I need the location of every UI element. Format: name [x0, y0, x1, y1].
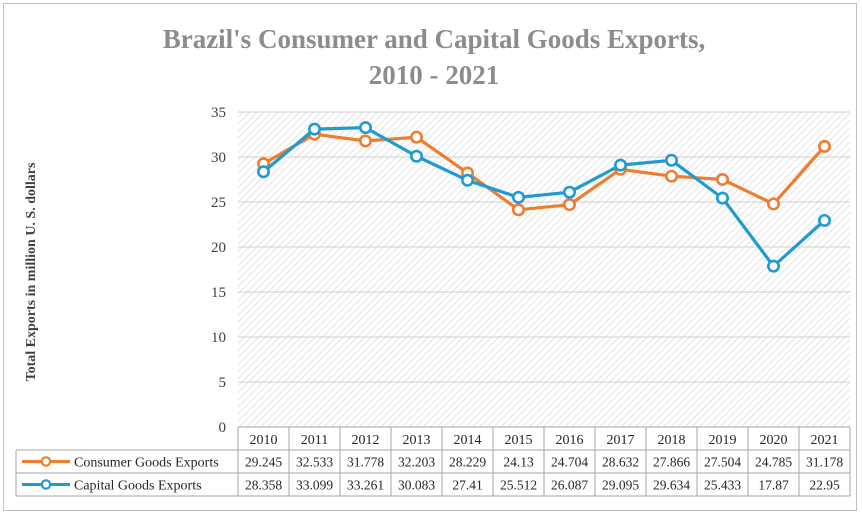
point-capital-goods-exports-2017	[613, 158, 627, 172]
data-cell-capital-goods-exports-2018: 29.634	[653, 478, 690, 493]
data-cell-consumer-goods-exports-2014: 28.229	[449, 455, 486, 470]
data-cell-capital-goods-exports-2019: 25.433	[704, 478, 741, 493]
gridlines	[238, 111, 850, 383]
point-capital-goods-exports-2011	[307, 122, 321, 136]
plot-area	[238, 112, 850, 427]
point-consumer-goods-exports-2015	[511, 203, 525, 217]
point-capital-goods-exports-2012	[358, 121, 372, 135]
data-cell-capital-goods-exports-2010: 28.358	[245, 478, 282, 493]
x-tick-label-2010: 2010	[250, 433, 278, 448]
x-tick-label-2021: 2021	[811, 433, 839, 448]
x-tick-label-2018: 2018	[658, 433, 686, 448]
data-cell-consumer-goods-exports-2020: 24.785	[755, 455, 792, 470]
chart-svg: Brazil's Consumer and Capital Goods Expo…	[15, 24, 851, 497]
data-cell-consumer-goods-exports-2019: 27.504	[704, 455, 741, 470]
data-table: 2010 2011 2012 2013 2014 2015 2016 2017 2018 2019…	[15, 426, 851, 497]
y-tick-label-15: 15	[211, 285, 226, 301]
data-cell-consumer-goods-exports-2012: 31.778	[347, 455, 384, 470]
data-cell-consumer-goods-exports-2017: 28.632	[602, 455, 639, 470]
y-axis-label: Total Exports in million U. S. dollars	[24, 162, 39, 381]
data-cell-consumer-goods-exports-2016: 24.704	[551, 455, 588, 470]
data-cell-capital-goods-exports-2014: 27.41	[452, 478, 482, 493]
data-cell-consumer-goods-exports-2011: 32.533	[296, 455, 333, 470]
x-tick-label-2017: 2017	[607, 433, 635, 448]
point-capital-goods-exports-2019	[715, 191, 729, 205]
data-cell-capital-goods-exports-2020: 17.87	[758, 478, 789, 493]
legend-marker-consumer-goods-exports	[40, 456, 52, 467]
data-cell-capital-goods-exports-2021: 22.95	[809, 478, 840, 493]
series-line-capital-goods-exports	[262, 126, 826, 268]
point-capital-goods-exports-2010	[257, 165, 271, 179]
point-capital-goods-exports-2013	[409, 149, 423, 163]
data-cell-consumer-goods-exports-2013: 32.203	[398, 455, 435, 470]
data-cell-consumer-goods-exports-2018: 27.866	[653, 455, 690, 470]
y-tick-label-5: 5	[219, 375, 227, 391]
data-cell-capital-goods-exports-2016: 26.087	[551, 478, 588, 493]
data-cell-capital-goods-exports-2011: 33.099	[296, 478, 333, 493]
data-cell-consumer-goods-exports-2010: 29.245	[245, 455, 282, 470]
data-cell-consumer-goods-exports-2015: 24.13	[503, 455, 534, 470]
y-tick-label-25: 25	[211, 195, 226, 211]
x-tick-label-2020: 2020	[760, 433, 788, 448]
y-tick-label-10: 10	[211, 330, 226, 346]
x-tick-label-2019: 2019	[709, 433, 737, 448]
point-capital-goods-exports-2021	[817, 213, 831, 227]
legend-label-consumer-goods-exports: Consumer Goods Exports	[74, 456, 219, 471]
data-cell-capital-goods-exports-2017: 29.095	[602, 478, 639, 493]
data-cell-capital-goods-exports-2013: 30.083	[398, 478, 435, 493]
point-consumer-goods-exports-2012	[358, 134, 372, 148]
point-consumer-goods-exports-2013	[409, 130, 423, 144]
point-capital-goods-exports-2016	[562, 185, 576, 199]
point-consumer-goods-exports-2021	[817, 139, 831, 153]
point-capital-goods-exports-2015	[511, 190, 525, 204]
data-cell-capital-goods-exports-2012: 33.261	[347, 478, 384, 493]
data-cell-capital-goods-exports-2015: 25.512	[500, 478, 537, 493]
x-tick-label-2013: 2013	[403, 433, 431, 448]
point-consumer-goods-exports-2020	[766, 197, 780, 211]
point-capital-goods-exports-2020	[766, 259, 780, 273]
point-consumer-goods-exports-2016	[562, 198, 576, 212]
chart-title: Brazil's Consumer and Capital Goods Expo…	[163, 24, 706, 54]
point-consumer-goods-exports-2018	[664, 169, 678, 183]
y-tick-labels: 0 5 10 15 20 25 30 35	[211, 105, 226, 436]
series-lines	[257, 121, 831, 273]
y-tick-label-0: 0	[219, 420, 227, 436]
y-tick-label-35: 35	[211, 105, 226, 121]
point-capital-goods-exports-2018	[664, 153, 678, 167]
x-tick-label-2014: 2014	[454, 433, 482, 448]
x-tick-label-2016: 2016	[556, 433, 584, 448]
x-tick-label-2015: 2015	[505, 433, 533, 448]
y-tick-label-20: 20	[211, 240, 226, 256]
point-consumer-goods-exports-2019	[715, 172, 729, 186]
data-cell-consumer-goods-exports-2021: 31.178	[806, 455, 843, 470]
chart-subtitle: 2010 - 2021	[369, 60, 500, 90]
x-tick-label-2012: 2012	[352, 433, 380, 448]
y-tick-label-30: 30	[211, 150, 226, 166]
legend-label-capital-goods-exports: Capital Goods Exports	[74, 479, 202, 494]
legend-marker-capital-goods-exports	[40, 479, 52, 490]
x-tick-label-2011: 2011	[301, 433, 328, 448]
series-line-consumer-goods-exports	[262, 132, 826, 212]
chart-frame: Brazil's Consumer and Capital Goods Expo…	[3, 3, 857, 511]
point-capital-goods-exports-2014	[460, 173, 474, 187]
